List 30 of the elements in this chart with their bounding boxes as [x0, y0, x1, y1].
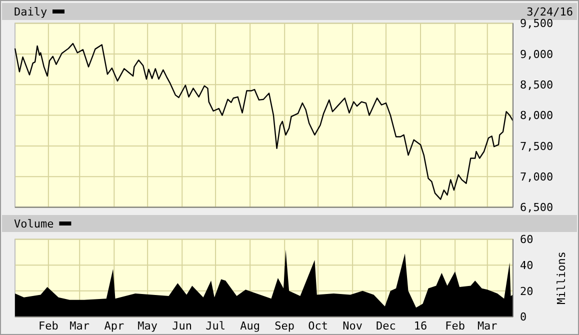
legend-label: Daily: [14, 5, 48, 18]
y-tick-label: 60: [520, 233, 534, 246]
x-tick-label: Feb: [445, 320, 466, 333]
x-tick-label: May: [138, 320, 158, 333]
y-tick-label: 9,000: [520, 48, 554, 61]
y-tick-label: 8,000: [520, 109, 554, 122]
y-tick-label: 7,000: [520, 170, 554, 184]
x-tick-label: Sep: [274, 320, 295, 333]
y-tick-label: 6,500: [520, 201, 554, 214]
x-tick-label: Mar: [70, 320, 90, 333]
y-tick-label: 0: [520, 310, 527, 324]
y-axis-title: Millions: [554, 252, 568, 304]
legend-label: Volume: [14, 217, 54, 230]
y-tick-label: 20: [520, 284, 534, 298]
y-tick-label: 8,500: [520, 78, 554, 92]
line-series: [14, 42, 514, 200]
x-tick-label: Dec: [376, 320, 396, 333]
x-tick-label: 16: [414, 320, 428, 333]
x-tick-label: Jul: [206, 320, 226, 333]
x-tick-label: Nov: [342, 320, 363, 333]
text: 3/24/16: [526, 5, 573, 18]
x-tick-label: Feb: [38, 320, 58, 333]
x-tick-label: Jun: [172, 320, 192, 333]
y-tick-label: 40: [520, 258, 534, 272]
y-tick-label: 7,500: [520, 140, 554, 153]
x-tick-label: Apr: [104, 320, 124, 333]
x-tick-label: Mar: [477, 320, 498, 333]
y-tick-label: 9,500: [520, 17, 554, 30]
x-tick-label: Aug: [240, 320, 260, 333]
x-tick-label: Oct: [308, 320, 328, 333]
